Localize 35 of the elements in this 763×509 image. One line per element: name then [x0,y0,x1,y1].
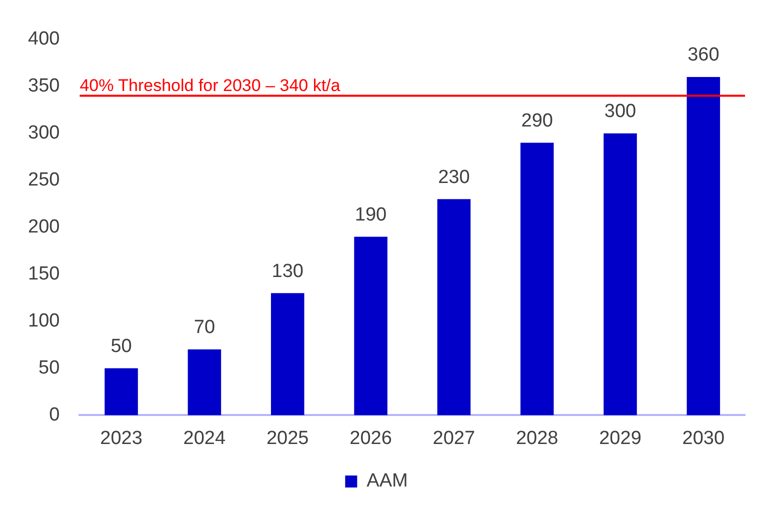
x-tick-label: 2026 [350,428,392,449]
data-label: 300 [604,101,636,122]
bar [686,76,720,416]
x-tick-label: 2025 [266,428,309,449]
x-tick-label: 2028 [516,428,558,449]
x-tick-label: 2023 [100,428,142,449]
x-tick-label: 2029 [599,428,642,449]
data-label: 130 [272,260,304,282]
data-label: 290 [521,110,553,132]
y-tick-label: 400 [28,28,60,50]
data-label: 50 [110,336,132,357]
y-tick-label: 200 [28,216,60,238]
bar [520,142,554,416]
ref-line-label: 40% Threshold for 2030 – 340 kt/a [80,76,341,95]
x-tick-label: 2027 [432,428,476,449]
y-tick-label: 150 [28,264,60,285]
data-label: 360 [688,44,720,66]
data-label: 190 [354,204,387,226]
bar [270,293,304,416]
y-tick-label: 350 [28,76,60,97]
y-tick-label: 100 [28,310,60,332]
bar [604,133,637,416]
y-tick-label: 0 [49,404,60,426]
bar [437,199,471,416]
x-tick-label: 2024 [183,428,226,449]
legend-label: AAM [366,470,408,492]
y-tick-label: 50 [38,357,60,378]
bar [188,349,222,416]
data-label: 230 [438,166,470,188]
data-label: 70 [194,317,216,338]
y-tick-label: 250 [28,170,60,191]
x-tick-label: 2030 [682,428,725,449]
bar [104,368,138,416]
bar [354,236,388,416]
y-tick-label: 300 [28,122,60,144]
